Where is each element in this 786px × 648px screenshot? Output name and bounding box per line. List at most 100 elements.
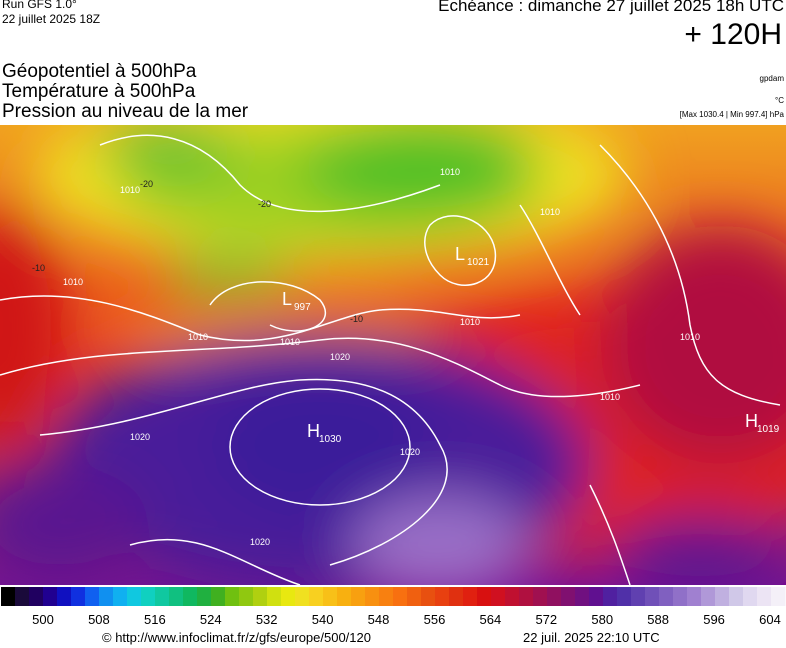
- color-swatch: [617, 587, 632, 606]
- color-swatch: [337, 587, 352, 606]
- colorbar-label: 540: [312, 612, 334, 627]
- pressure-letter: H: [745, 411, 758, 431]
- unit: [Max 1030.4 | Min 997.4] hPa: [679, 110, 784, 119]
- colorbar-label: 572: [535, 612, 557, 627]
- color-swatch: [323, 587, 338, 606]
- color-swatch: [673, 587, 688, 606]
- isobar-label: 1010: [680, 332, 700, 342]
- colorbar-label: 548: [368, 612, 390, 627]
- color-swatch: [631, 587, 646, 606]
- isobar-label: 1010: [280, 337, 300, 347]
- isobar-label: 1020: [400, 447, 420, 457]
- color-swatch: [141, 587, 156, 606]
- isobar-label: 1010: [600, 392, 620, 402]
- isobar-label: 1010: [460, 317, 480, 327]
- temperature-label: -10: [32, 263, 45, 273]
- colorbar-label: 516: [144, 612, 166, 627]
- color-swatch: [15, 587, 30, 606]
- color-swatch: [253, 587, 268, 606]
- color-swatch: [575, 587, 590, 606]
- color-swatch: [379, 587, 394, 606]
- colorbar-label: 596: [703, 612, 725, 627]
- pressure-letter: L: [282, 289, 292, 309]
- color-swatch: [197, 587, 212, 606]
- color-swatch: [43, 587, 58, 606]
- color-swatch: [561, 587, 576, 606]
- unit: gpdam: [759, 74, 784, 83]
- color-swatch: [505, 587, 520, 606]
- isobar-label: 1020: [130, 432, 150, 442]
- temperature-label: -20: [140, 179, 153, 189]
- color-swatch: [183, 587, 198, 606]
- color-swatch: [239, 587, 254, 606]
- temperature-label: -10: [350, 314, 363, 324]
- color-swatch: [519, 587, 534, 606]
- isobar-label: 1010: [540, 207, 560, 217]
- isobar-label: 1010: [188, 332, 208, 342]
- field: Température à 500hPa: [2, 81, 196, 102]
- pressure-value: 1030: [319, 434, 342, 445]
- pressure-letter: H: [307, 421, 320, 441]
- color-swatch: [533, 587, 548, 606]
- colorbar-label: 500: [32, 612, 54, 627]
- color-swatch: [155, 587, 170, 606]
- lead-time: + 120H: [684, 18, 782, 51]
- color-swatch: [771, 587, 786, 606]
- unit: °C: [775, 96, 784, 105]
- color-swatch: [113, 587, 128, 606]
- color-swatch: [463, 587, 478, 606]
- color-swatch: [393, 587, 408, 606]
- colorbar-label: 604: [759, 612, 781, 627]
- color-swatch: [295, 587, 310, 606]
- color-swatch: [659, 587, 674, 606]
- temperature-label: -20: [258, 199, 271, 209]
- run-date: 22 juillet 2025 18Z: [2, 12, 101, 26]
- isobar-label: 1020: [330, 352, 350, 362]
- colorbar-label: 564: [480, 612, 502, 627]
- pressure-value: 1021: [467, 257, 490, 268]
- color-swatch: [1, 587, 16, 606]
- color-swatch: [729, 587, 744, 606]
- colorbar-label: 524: [200, 612, 222, 627]
- isobar-label: 1010: [440, 167, 460, 177]
- color-swatch: [491, 587, 506, 606]
- colorbar-label: 508: [88, 612, 110, 627]
- color-swatch: [267, 587, 282, 606]
- isobar-label: 1010: [120, 185, 140, 195]
- pressure-value: 1019: [757, 424, 780, 435]
- color-swatch: [29, 587, 44, 606]
- color-swatch: [701, 587, 716, 606]
- run: Run GFS 1.0°: [2, 0, 77, 11]
- color-swatch: [407, 587, 422, 606]
- color-swatch: [99, 587, 114, 606]
- color-swatch: [57, 587, 72, 606]
- generated: 22 juil. 2025 22:10 UTC: [523, 630, 660, 645]
- pressure-letter: L: [455, 244, 465, 264]
- field: Géopotentiel à 500hPa: [2, 61, 197, 82]
- color-swatch: [645, 587, 660, 606]
- color-swatch: [351, 587, 366, 606]
- isobar-label: 1010: [63, 277, 83, 287]
- source: © http://www.infoclimat.fr/z/gfs/europe/…: [102, 630, 371, 645]
- color-swatch: [687, 587, 702, 606]
- field: Pression au niveau de la mer: [2, 101, 249, 122]
- color-swatch: [365, 587, 380, 606]
- colorbar-label: 580: [591, 612, 613, 627]
- pressure-value: 997: [294, 302, 311, 313]
- echeance: Echéance : dimanche 27 juillet 2025 18h …: [438, 0, 784, 15]
- color-swatch: [435, 587, 450, 606]
- color-swatch: [449, 587, 464, 606]
- color-swatch: [211, 587, 226, 606]
- color-swatch: [743, 587, 758, 606]
- colorbar-label: 556: [424, 612, 446, 627]
- color-swatch: [477, 587, 492, 606]
- color-swatch: [421, 587, 436, 606]
- color-swatch: [281, 587, 296, 606]
- colorbar: 500 508 516 524 532 540 548 556 564 572 580 588 596 6…: [1, 587, 786, 627]
- color-swatch: [71, 587, 86, 606]
- color-swatch: [169, 587, 184, 606]
- isobar-label: 1020: [250, 537, 270, 547]
- colorbar-label: 588: [647, 612, 669, 627]
